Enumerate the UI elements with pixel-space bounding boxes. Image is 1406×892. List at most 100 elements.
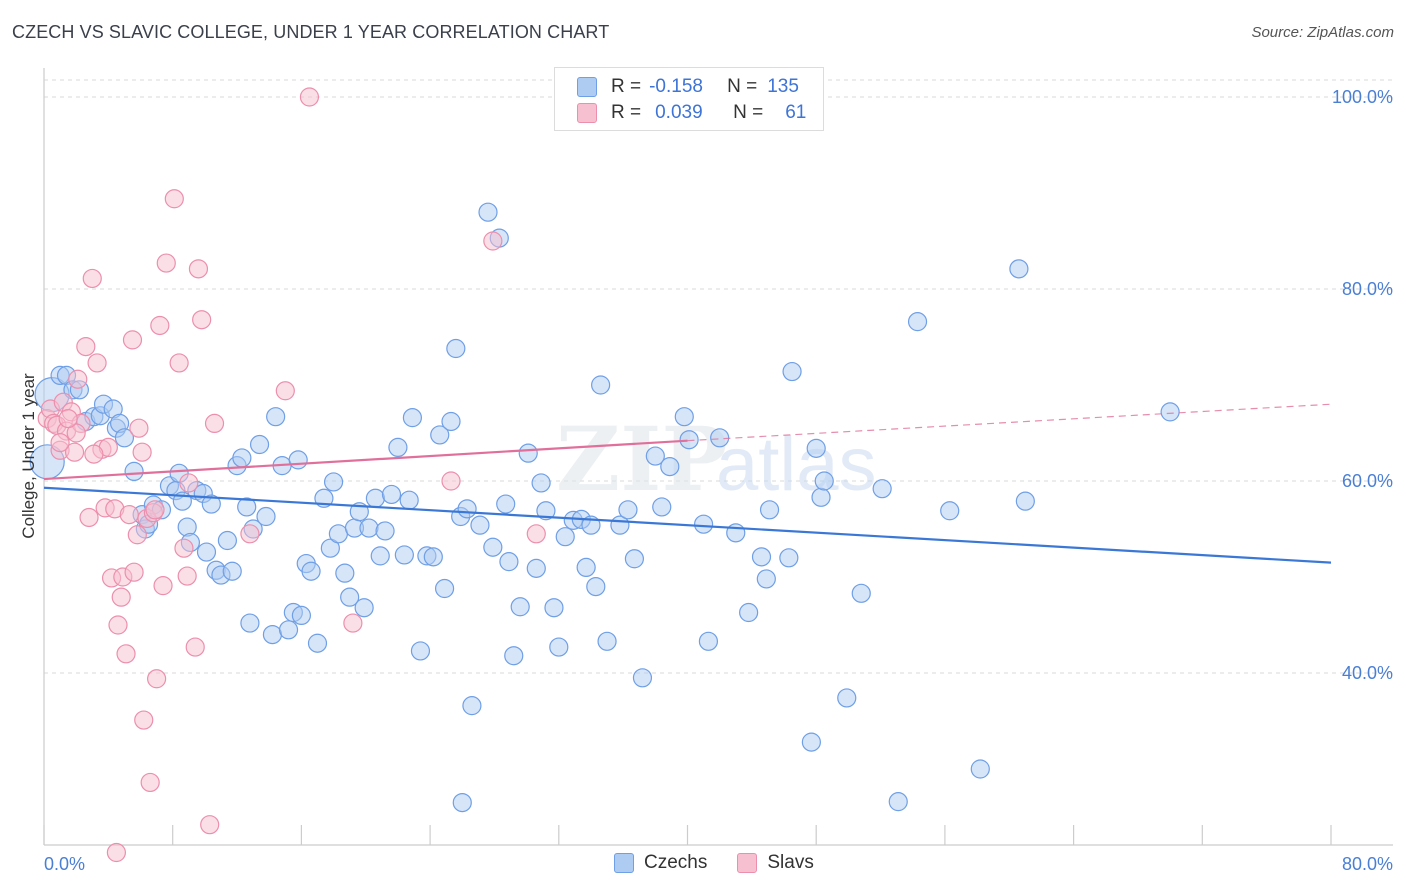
data-point xyxy=(940,501,960,521)
data-point xyxy=(452,792,472,813)
x-tick-label: 0.0% xyxy=(44,854,85,874)
data-point xyxy=(496,494,516,514)
data-point xyxy=(837,688,857,708)
data-point xyxy=(674,407,694,427)
data-point xyxy=(179,473,199,493)
data-point xyxy=(399,490,419,510)
data-point xyxy=(693,514,714,534)
grid-lines xyxy=(44,79,1393,674)
data-point xyxy=(1009,259,1029,279)
data-point xyxy=(549,637,569,657)
data-point xyxy=(679,430,699,450)
data-point xyxy=(68,369,88,389)
data-point xyxy=(87,353,107,373)
data-point xyxy=(111,587,131,607)
data-point xyxy=(423,547,443,567)
data-point xyxy=(591,375,611,395)
data-point xyxy=(174,538,194,558)
data-point xyxy=(256,506,276,527)
data-point xyxy=(698,631,719,651)
data-point xyxy=(232,448,252,468)
data-point xyxy=(388,437,408,457)
data-point xyxy=(188,259,209,279)
legend-label-czechs: Czechs xyxy=(644,852,708,873)
data-point xyxy=(872,479,892,499)
data-point xyxy=(124,562,144,582)
data-point xyxy=(169,353,189,373)
data-point xyxy=(526,558,546,578)
data-point xyxy=(217,530,237,551)
data-point xyxy=(801,732,821,752)
data-point xyxy=(84,444,104,464)
legend-top: R = -0.158 N = 135 R = 0.039 N = 61 xyxy=(554,67,824,131)
y-tick-label: 80.0% xyxy=(1342,279,1393,299)
data-point xyxy=(660,457,680,477)
data-point xyxy=(1015,491,1035,511)
data-point xyxy=(402,408,423,428)
legend-r-label: R = xyxy=(611,102,642,123)
data-point xyxy=(79,507,99,528)
data-point xyxy=(150,315,170,336)
data-point xyxy=(58,409,78,429)
data-point xyxy=(134,710,154,730)
data-point xyxy=(140,772,160,793)
data-point xyxy=(434,578,455,599)
data-point xyxy=(340,587,360,607)
legend-row-czechs: R = -0.158 N = 135 xyxy=(577,75,799,99)
tick-labels: 40.0% 60.0% 80.0% 100.0% 0.0% 80.0% xyxy=(44,87,1393,874)
data-point xyxy=(132,442,152,462)
data-point xyxy=(499,552,519,572)
data-point xyxy=(185,637,205,657)
data-point xyxy=(335,563,355,583)
data-point xyxy=(145,500,165,520)
data-point xyxy=(710,428,730,448)
chart-title: CZECH VS SLAVIC COLLEGE, UNDER 1 YEAR CO… xyxy=(12,22,610,42)
data-point xyxy=(806,438,826,458)
data-point xyxy=(470,515,490,535)
data-point xyxy=(240,524,260,544)
legend-swatch-slavs xyxy=(737,853,758,873)
data-point xyxy=(108,615,128,635)
data-point xyxy=(50,433,70,453)
data-point xyxy=(756,569,776,589)
legend-r-value: -0.158 xyxy=(649,76,703,97)
data-point xyxy=(536,501,556,521)
data-point xyxy=(888,792,908,812)
data-point xyxy=(618,500,638,520)
data-point xyxy=(483,231,503,251)
legend-item-czechs: Czechs xyxy=(614,852,707,874)
data-point xyxy=(441,471,461,491)
data-point xyxy=(307,633,328,653)
legend-r-value: 0.039 xyxy=(655,102,703,123)
data-point xyxy=(759,500,780,520)
chart-source: Source: ZipAtlas.com xyxy=(1251,24,1394,41)
data-point xyxy=(106,842,126,863)
data-point xyxy=(177,566,197,586)
legend-row-slavs: R = 0.039 N = 61 xyxy=(577,101,806,125)
trend-line-czechs xyxy=(43,486,1332,564)
data-point xyxy=(970,759,990,779)
data-point xyxy=(343,613,363,633)
data-point xyxy=(301,561,321,581)
data-point xyxy=(291,605,311,626)
data-point xyxy=(192,310,212,330)
data-point xyxy=(478,202,498,222)
data-point xyxy=(851,583,871,603)
data-point xyxy=(127,525,147,545)
data-point xyxy=(555,527,575,547)
data-point xyxy=(66,423,86,443)
data-point xyxy=(122,330,143,350)
data-point xyxy=(370,546,390,566)
legend-item-slavs: Slavs xyxy=(737,852,814,874)
data-point xyxy=(237,497,257,517)
data-point xyxy=(441,411,461,432)
data-point xyxy=(375,521,395,541)
data-point xyxy=(222,561,242,581)
watermark: ZIP atlas xyxy=(556,407,877,511)
watermark-zip: ZIP xyxy=(556,407,728,511)
data-point xyxy=(82,268,102,289)
legend-swatch-slavs xyxy=(577,103,597,123)
y-tick-label: 60.0% xyxy=(1342,471,1393,491)
data-point xyxy=(156,253,176,273)
